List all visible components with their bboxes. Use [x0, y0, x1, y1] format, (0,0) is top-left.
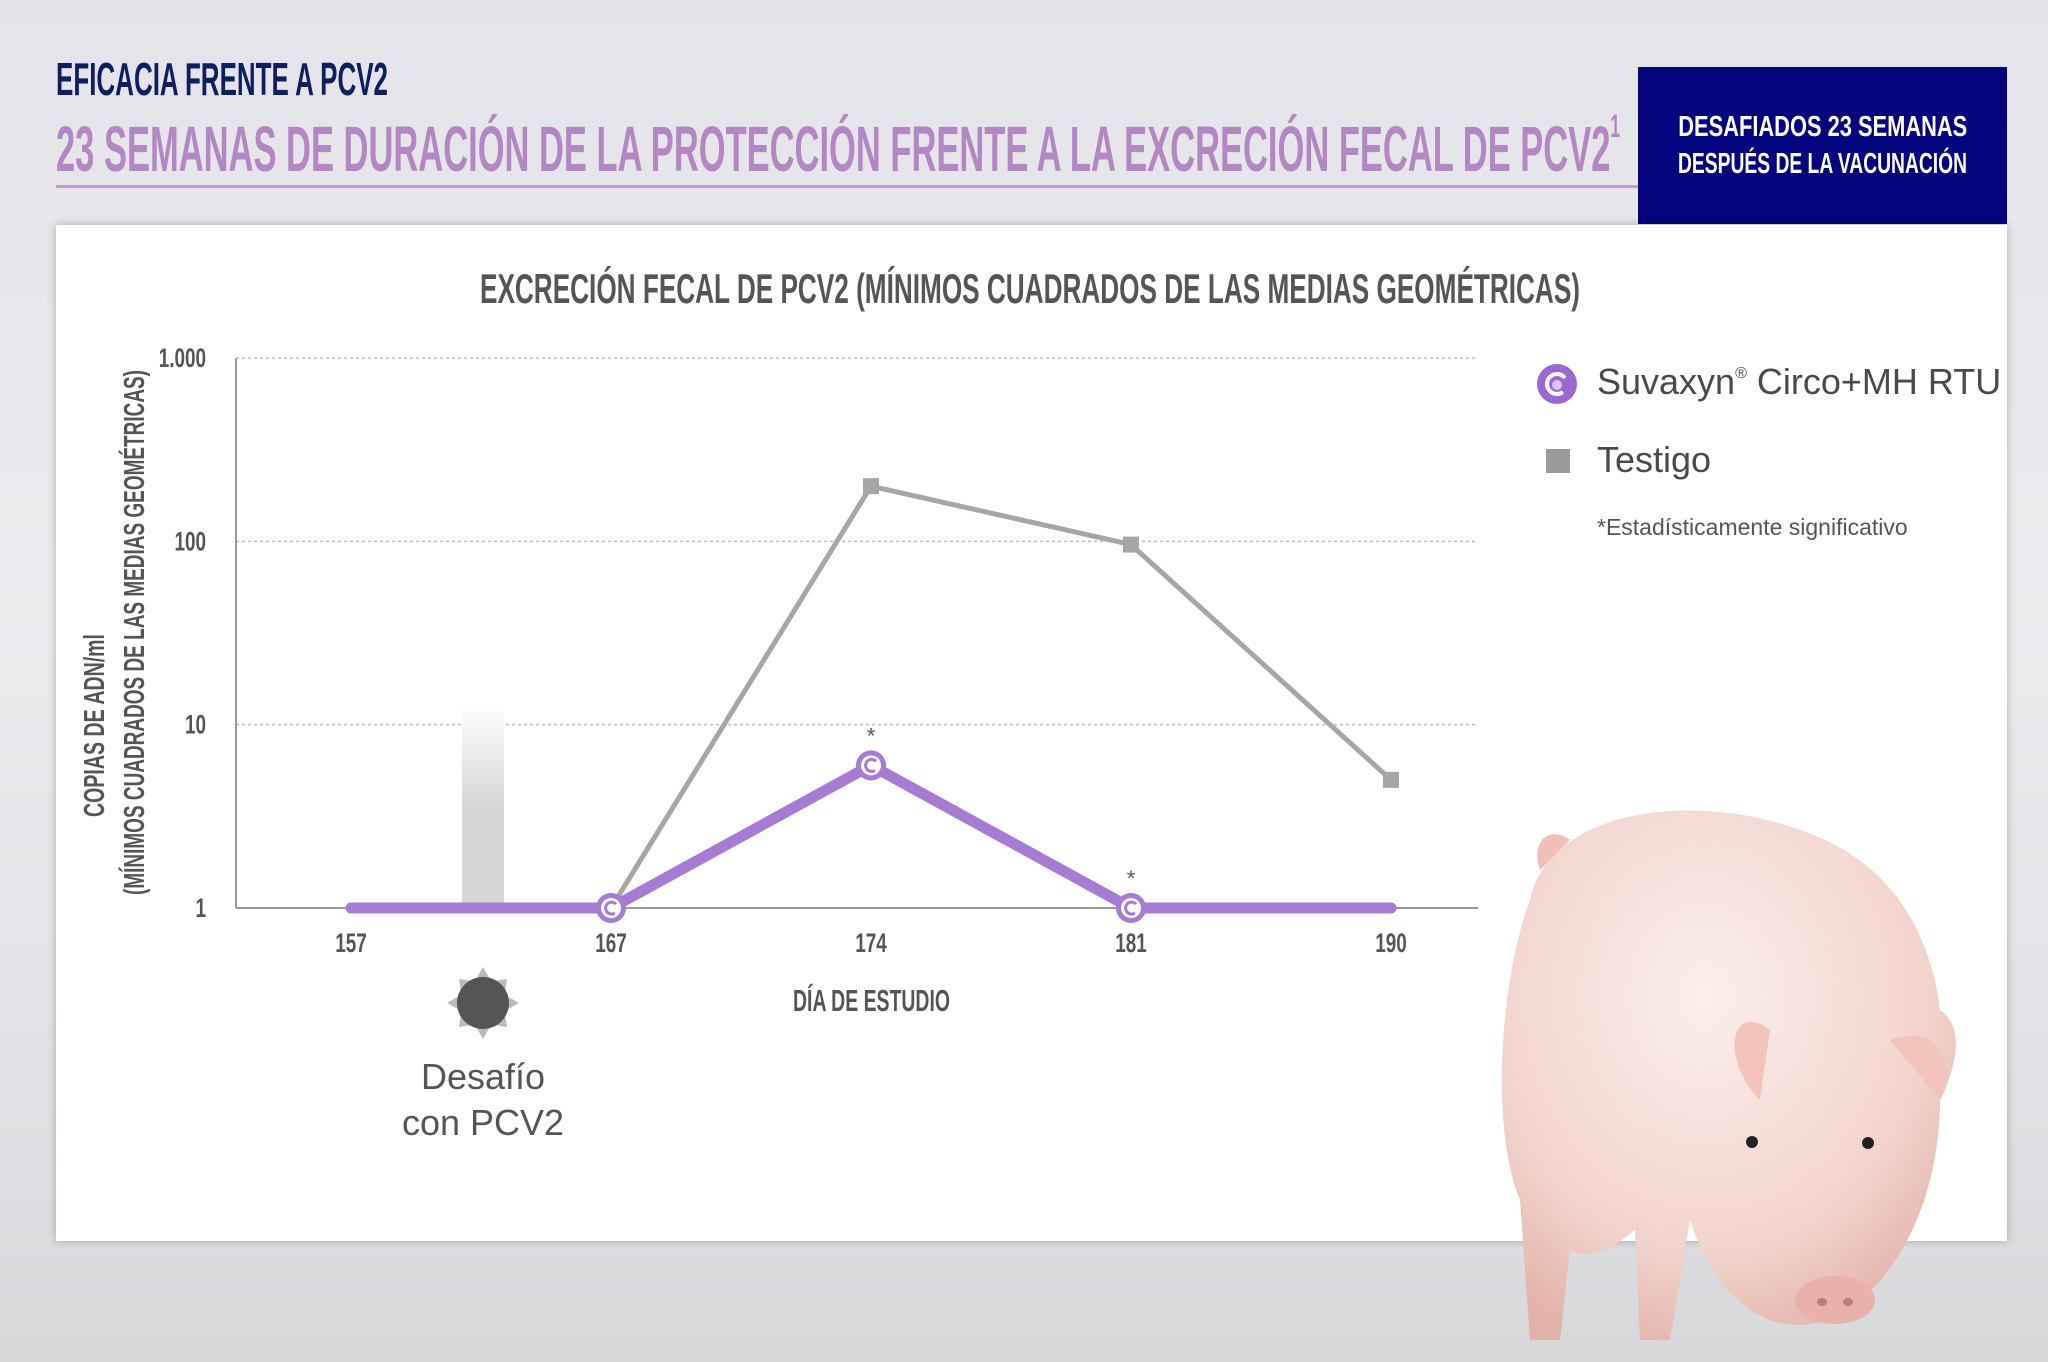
- x-tick-label: 181: [1115, 928, 1147, 958]
- grid: [236, 357, 1478, 726]
- chart: EXCRECIÓN FECAL DE PCV2 (MÍNIMOS CUADRAD…: [79, 264, 1580, 1039]
- significance-asterisk: *: [867, 723, 876, 748]
- headline-divider: [56, 185, 1638, 188]
- y-tick-label: 10: [185, 709, 206, 739]
- page-kicker: EFICACIA FRENTE A PCV2: [56, 53, 388, 105]
- page-headline: 23 SEMANAS DE DURACIÓN DE LA PROTECCIÓN …: [56, 108, 1620, 186]
- suvaxyn-point: [1116, 893, 1146, 923]
- headline-text: 23 SEMANAS DE DURACIÓN DE LA PROTECCIÓN …: [56, 113, 1611, 185]
- challenge-label-line-2: con PCV2: [401, 1102, 565, 1143]
- testigo-line: [608, 483, 1393, 910]
- suvaxyn-point: [596, 893, 626, 923]
- legend-testigo-icon: [1546, 449, 1570, 473]
- y-axis-title-line-1: COPIAS DE ADN/ml: [79, 634, 111, 817]
- marker-swirl: [1124, 900, 1138, 916]
- marker-swirl: [864, 757, 878, 773]
- badge-line-1: DESAFIADOS 23 SEMANAS: [1678, 110, 1968, 143]
- testigo-point: [1383, 771, 1399, 788]
- legend-suvaxyn-name: Suvaxyn: [1597, 361, 1736, 402]
- y-tick-label: 100: [174, 526, 206, 556]
- testigo-point: [1123, 536, 1139, 553]
- ticks: 1 10 100 1.000 157 167 174 181 190: [159, 343, 1407, 958]
- significance-asterisk: *: [1127, 866, 1136, 891]
- series: **: [345, 478, 1399, 923]
- testigo-point: [863, 478, 879, 495]
- y-axis-title-line-2: (MÍNIMOS CUADRADOS DE LAS MEDIAS GEOMÉTR…: [117, 370, 151, 895]
- challenge-marker-bar: [462, 703, 504, 908]
- legend-suvaxyn-icon: [1537, 364, 1577, 404]
- headline-footnote-ref: 1: [1610, 108, 1620, 144]
- marker-swirl: [604, 900, 618, 916]
- x-tick-label: 190: [1375, 928, 1407, 958]
- legend-suvaxyn-label: Suvaxyn® Circo+MH RTU: [1597, 361, 2001, 403]
- challenge-badge: DESAFIADOS 23 SEMANAS DESPUÉS DE LA VACU…: [1638, 67, 2007, 224]
- chart-card: EXCRECIÓN FECAL DE PCV2 (MÍNIMOS CUADRAD…: [56, 225, 2007, 1241]
- x-tick-label: 174: [855, 928, 887, 958]
- challenge-label: Desafío con PCV2: [383, 1054, 583, 1146]
- legend-testigo-label: Testigo: [1597, 439, 1712, 480]
- challenge-label-line-1: Desafío: [420, 1056, 546, 1097]
- registered-mark: ®: [1735, 365, 1747, 382]
- badge-line-2: DESPUÉS DE LA VACUNACIÓN: [1678, 147, 1968, 180]
- chart-title: EXCRECIÓN FECAL DE PCV2 (MÍNIMOS CUADRAD…: [480, 264, 1580, 312]
- suvaxyn-line: [345, 759, 1397, 914]
- sun-icon: [447, 967, 519, 1039]
- axes: [235, 358, 1478, 909]
- x-tick-label: 157: [335, 928, 367, 958]
- x-axis-title: DÍA DE ESTUDIO: [793, 983, 950, 1018]
- significance-footnote: *Estadísticamente significativo: [1597, 514, 1908, 540]
- x-tick-label: 167: [595, 928, 627, 958]
- piglet-illustration: [1501, 810, 1956, 1340]
- suvaxyn-point: [856, 750, 886, 781]
- y-tick-label: 1.000: [159, 343, 206, 373]
- legend-suvaxyn-rest: Circo+MH RTU: [1746, 361, 2002, 402]
- y-tick-label: 1: [195, 893, 206, 923]
